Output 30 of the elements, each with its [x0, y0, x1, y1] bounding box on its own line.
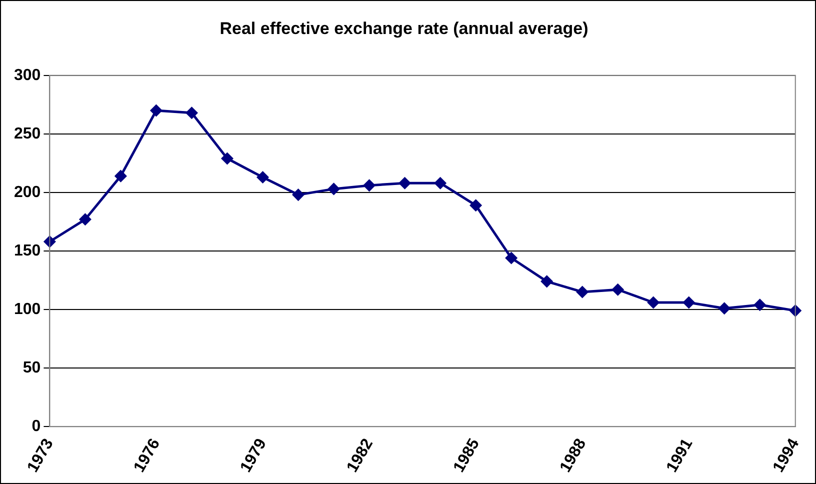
y-tick-label: 300 — [14, 66, 41, 84]
y-tick-label: 50 — [22, 359, 41, 376]
point — [114, 170, 126, 182]
chart-title: Real effective exchange rate (annual average) — [220, 18, 588, 38]
point — [754, 299, 766, 311]
y-tick-label: 100 — [14, 300, 41, 318]
point — [79, 214, 91, 226]
point — [790, 304, 802, 316]
point — [576, 286, 588, 298]
point — [399, 177, 411, 189]
point — [506, 252, 518, 264]
point — [328, 183, 340, 195]
point — [186, 107, 198, 119]
y-tick-label: 250 — [14, 125, 41, 142]
point — [541, 276, 553, 288]
point — [150, 104, 162, 116]
y-tick-label: 0 — [32, 418, 41, 435]
point — [256, 171, 268, 183]
point — [364, 180, 376, 192]
point — [612, 284, 624, 296]
y-tick-label: 150 — [14, 242, 41, 260]
point — [434, 177, 446, 189]
point — [292, 189, 304, 201]
point — [221, 152, 233, 164]
point — [470, 200, 482, 212]
y-tick-label: 200 — [14, 184, 41, 201]
point — [683, 296, 695, 308]
point — [718, 302, 730, 314]
point — [44, 236, 56, 248]
point — [648, 296, 660, 308]
